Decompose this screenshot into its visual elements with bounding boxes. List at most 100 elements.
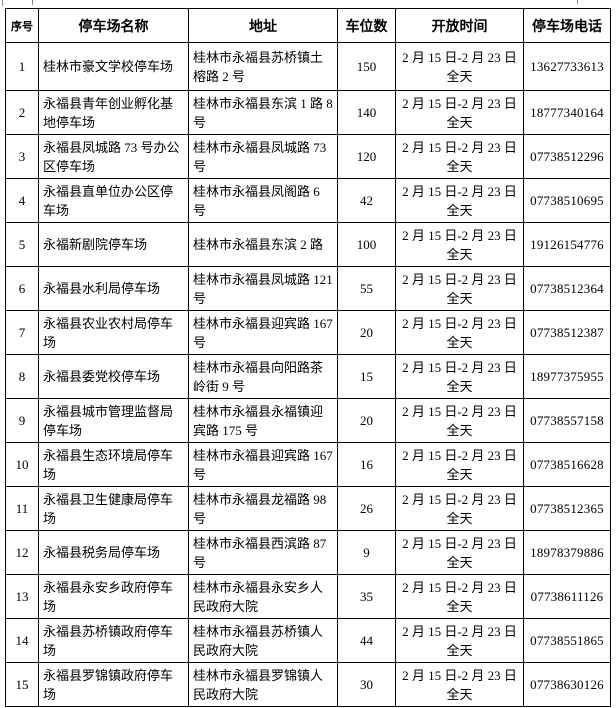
phone-cell: 07738551865 — [523, 618, 611, 663]
parking-name-cell: 永福县青年创业孵化基地停车场 — [38, 90, 189, 135]
open-time-cell: 2 月 15 日-2 月 23 日全天 — [395, 310, 524, 355]
row-number-cell: 3 — [5, 134, 39, 179]
address-cell: 桂林市永福县凤城路 73 号 — [188, 134, 338, 179]
address-cell: 桂林市永福县向阳路茶岭街 9 号 — [188, 354, 338, 399]
address-cell: 桂林市永福县苏桥镇土榕路 2 号 — [188, 42, 338, 91]
address-cell: 桂林市永福县凤城路 121 号 — [188, 266, 338, 311]
address-cell: 桂林市永福县凤阁路 6 号 — [188, 178, 338, 223]
open-time-cell: 2 月 15 日-2 月 23 日全天 — [395, 134, 524, 179]
spaces-count-cell: 120 — [337, 134, 396, 179]
table-row: 3 永福县凤城路 73 号办公区停车场 桂林市永福县凤城路 73 号 120 2… — [5, 134, 611, 179]
table-row: 5 永福新剧院停车场 桂林市永福县东滨 2 路 100 2 月 15 日-2 月… — [5, 222, 611, 267]
address-cell: 桂林市永福县西滨路 87 号 — [188, 530, 338, 575]
table-row: 9 永福县城市管理监督局停车场 桂林市永福县永福镇迎宾路 175 号 20 2 … — [5, 398, 611, 443]
parking-name-cell: 永福县水利局停车场 — [38, 266, 189, 311]
table-row: 6 永福县水利局停车场 桂林市永福县凤城路 121 号 55 2 月 15 日-… — [5, 266, 611, 311]
page-edge-artifact — [32, 0, 33, 5]
table-row: 12 永福县税务局停车场 桂林市永福县西滨路 87 号 9 2 月 15 日-2… — [5, 530, 611, 575]
row-number-cell: 12 — [5, 530, 39, 575]
page-edge-artifact — [2, 0, 3, 6]
address-cell: 桂林市永福县永福镇迎宾路 175 号 — [188, 398, 338, 443]
spaces-count-cell: 150 — [337, 42, 396, 91]
header-phone: 停车场电话 — [523, 8, 611, 43]
parking-name-cell: 永福县生态环境局停车场 — [38, 442, 189, 487]
phone-cell: 18777340164 — [523, 90, 611, 135]
spaces-count-cell: 26 — [337, 486, 396, 531]
open-time-cell: 2 月 15 日-2 月 23 日全天 — [395, 398, 524, 443]
header-open-time: 开放时间 — [395, 8, 524, 43]
row-number-cell: 7 — [5, 310, 39, 355]
parking-name-cell: 永福县永安乡政府停车场 — [38, 574, 189, 619]
row-number-cell: 1 — [5, 42, 39, 91]
open-time-cell: 2 月 15 日-2 月 23 日全天 — [395, 662, 524, 707]
row-number-cell: 8 — [5, 354, 39, 399]
spaces-count-cell: 140 — [337, 90, 396, 135]
spaces-count-cell: 30 — [337, 662, 396, 707]
row-number-cell: 13 — [5, 574, 39, 619]
table-row: 13 永福县永安乡政府停车场 桂林市永福县永安乡人民政府大院 35 2 月 15… — [5, 574, 611, 619]
spaces-count-cell: 35 — [337, 574, 396, 619]
parking-name-cell: 永福县直单位办公区停车场 — [38, 178, 189, 223]
address-cell: 桂林市永福县迎宾路 167 号 — [188, 310, 338, 355]
open-time-cell: 2 月 15 日-2 月 23 日全天 — [395, 486, 524, 531]
table-row: 1 桂林市豪文学校停车场 桂林市永福县苏桥镇土榕路 2 号 150 2 月 15… — [5, 42, 611, 91]
address-cell: 桂林市永福县龙福路 98 号 — [188, 486, 338, 531]
phone-cell: 07738512365 — [523, 486, 611, 531]
address-cell: 桂林市永福县罗锦镇人民政府大院 — [188, 662, 338, 707]
parking-name-cell: 永福县卫生健康局停车场 — [38, 486, 189, 531]
spaces-count-cell: 100 — [337, 222, 396, 267]
address-cell: 桂林市永福县苏桥镇人民政府大院 — [188, 618, 338, 663]
row-number-cell: 4 — [5, 178, 39, 223]
phone-cell: 07738510695 — [523, 178, 611, 223]
open-time-cell: 2 月 15 日-2 月 23 日全天 — [395, 442, 524, 487]
table-row: 8 永福县委党校停车场 桂林市永福县向阳路茶岭街 9 号 15 2 月 15 日… — [5, 354, 611, 399]
spaces-count-cell: 20 — [337, 398, 396, 443]
row-number-cell: 10 — [5, 442, 39, 487]
spaces-count-cell: 9 — [337, 530, 396, 575]
table-row: 4 永福县直单位办公区停车场 桂林市永福县凤阁路 6 号 42 2 月 15 日… — [5, 178, 611, 223]
parking-name-cell: 永福县委党校停车场 — [38, 354, 189, 399]
open-time-cell: 2 月 15 日-2 月 23 日全天 — [395, 222, 524, 267]
table-row: 14 永福县苏桥镇政府停车场 桂林市永福县苏桥镇人民政府大院 44 2 月 15… — [5, 618, 611, 663]
table-header-row: 序号 停车场名称 地址 车位数 开放时间 停车场电话 — [5, 8, 611, 43]
table-row: 7 永福县农业农村局停车场 桂林市永福县迎宾路 167 号 20 2 月 15 … — [5, 310, 611, 355]
open-time-cell: 2 月 15 日-2 月 23 日全天 — [395, 178, 524, 223]
page-edge-artifact — [577, 0, 578, 4]
spaces-count-cell: 16 — [337, 442, 396, 487]
row-number-cell: 6 — [5, 266, 39, 311]
open-time-cell: 2 月 15 日-2 月 23 日全天 — [395, 266, 524, 311]
parking-name-cell: 永福新剧院停车场 — [38, 222, 189, 267]
address-cell: 桂林市永福县东滨 2 路 — [188, 222, 338, 267]
parking-name-cell: 永福县苏桥镇政府停车场 — [38, 618, 189, 663]
header-parking-name: 停车场名称 — [38, 8, 189, 43]
phone-cell: 13627733613 — [523, 42, 611, 91]
header-row-number: 序号 — [5, 8, 39, 43]
address-cell: 桂林市永福县迎宾路 167 号 — [188, 442, 338, 487]
parking-name-cell: 永福县农业农村局停车场 — [38, 310, 189, 355]
open-time-cell: 2 月 15 日-2 月 23 日全天 — [395, 618, 524, 663]
address-cell: 桂林市永福县永安乡人民政府大院 — [188, 574, 338, 619]
open-time-cell: 2 月 15 日-2 月 23 日全天 — [395, 90, 524, 135]
open-time-cell: 2 月 15 日-2 月 23 日全天 — [395, 42, 524, 91]
row-number-cell: 11 — [5, 486, 39, 531]
row-number-cell: 14 — [5, 618, 39, 663]
spaces-count-cell: 20 — [337, 310, 396, 355]
open-time-cell: 2 月 15 日-2 月 23 日全天 — [395, 574, 524, 619]
table-row: 2 永福县青年创业孵化基地停车场 桂林市永福县东滨 1 路 8 号 140 2 … — [5, 90, 611, 135]
row-number-cell: 9 — [5, 398, 39, 443]
parking-name-cell: 永福县城市管理监督局停车场 — [38, 398, 189, 443]
table-row: 15 永福县罗锦镇政府停车场 桂林市永福县罗锦镇人民政府大院 30 2 月 15… — [5, 662, 611, 707]
spaces-count-cell: 15 — [337, 354, 396, 399]
phone-cell: 07738512296 — [523, 134, 611, 179]
spaces-count-cell: 55 — [337, 266, 396, 311]
header-spaces-count: 车位数 — [337, 8, 396, 43]
parking-name-cell: 永福县罗锦镇政府停车场 — [38, 662, 189, 707]
parking-lots-table: 序号 停车场名称 地址 车位数 开放时间 停车场电话 1 桂林市豪文学校停车场 … — [5, 8, 611, 707]
table-body: 1 桂林市豪文学校停车场 桂林市永福县苏桥镇土榕路 2 号 150 2 月 15… — [5, 42, 611, 707]
row-number-cell: 2 — [5, 90, 39, 135]
table-row: 10 永福县生态环境局停车场 桂林市永福县迎宾路 167 号 16 2 月 15… — [5, 442, 611, 487]
header-address: 地址 — [188, 8, 338, 43]
row-number-cell: 15 — [5, 662, 39, 707]
table-row: 11 永福县卫生健康局停车场 桂林市永福县龙福路 98 号 26 2 月 15 … — [5, 486, 611, 531]
